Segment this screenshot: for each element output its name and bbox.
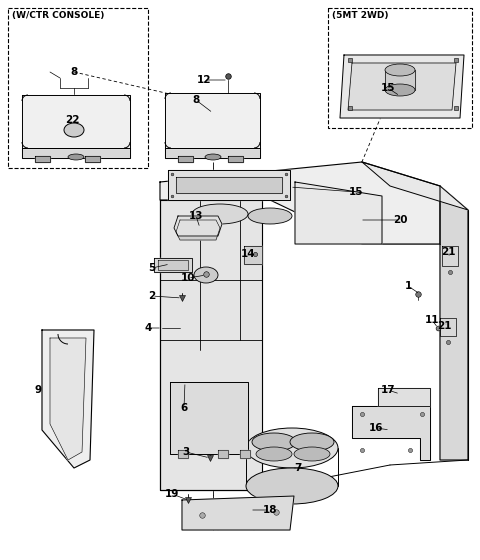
- Polygon shape: [440, 186, 468, 460]
- Text: (5MT 2WD): (5MT 2WD): [332, 11, 388, 20]
- Text: 14: 14: [240, 249, 255, 259]
- Polygon shape: [165, 148, 260, 158]
- Text: 22: 22: [65, 115, 79, 125]
- Text: 20: 20: [393, 215, 407, 225]
- Polygon shape: [42, 330, 94, 468]
- Ellipse shape: [385, 84, 415, 96]
- Ellipse shape: [68, 154, 84, 160]
- Bar: [8, 8, 148, 168]
- Polygon shape: [348, 63, 456, 110]
- Polygon shape: [85, 156, 100, 162]
- Polygon shape: [176, 220, 220, 240]
- Ellipse shape: [252, 433, 296, 451]
- Polygon shape: [228, 156, 243, 162]
- Polygon shape: [340, 55, 464, 118]
- Polygon shape: [22, 148, 130, 158]
- Polygon shape: [218, 450, 228, 458]
- Ellipse shape: [64, 123, 84, 137]
- Text: 2: 2: [148, 291, 156, 301]
- Bar: [328, 8, 472, 128]
- Text: 9: 9: [35, 385, 42, 395]
- Ellipse shape: [194, 267, 218, 283]
- Text: 21: 21: [441, 247, 455, 257]
- Text: 15: 15: [349, 187, 363, 197]
- Ellipse shape: [246, 468, 338, 504]
- Text: 7: 7: [294, 463, 302, 473]
- Text: 13: 13: [189, 211, 203, 221]
- Polygon shape: [35, 156, 50, 162]
- Text: 4: 4: [144, 323, 152, 333]
- Polygon shape: [240, 450, 250, 458]
- Polygon shape: [178, 450, 188, 458]
- Polygon shape: [174, 216, 222, 236]
- Ellipse shape: [192, 204, 248, 224]
- Polygon shape: [168, 170, 290, 200]
- Text: 5: 5: [148, 263, 156, 273]
- Text: 17: 17: [381, 385, 396, 395]
- Polygon shape: [244, 246, 262, 264]
- Text: 10: 10: [181, 273, 195, 283]
- Text: 8: 8: [192, 95, 200, 105]
- Polygon shape: [165, 93, 260, 148]
- Polygon shape: [352, 406, 430, 460]
- Text: 15: 15: [381, 83, 395, 93]
- Text: 12: 12: [197, 75, 211, 85]
- Text: 11: 11: [425, 315, 439, 325]
- Text: 1: 1: [404, 281, 412, 291]
- Text: 6: 6: [180, 403, 188, 413]
- Polygon shape: [22, 95, 130, 148]
- Polygon shape: [160, 162, 440, 244]
- Polygon shape: [362, 162, 468, 210]
- Polygon shape: [378, 388, 430, 406]
- Text: (W/CTR CONSOLE): (W/CTR CONSOLE): [12, 11, 104, 20]
- Polygon shape: [160, 200, 262, 490]
- Polygon shape: [158, 260, 188, 270]
- Polygon shape: [385, 70, 415, 90]
- Text: 21: 21: [437, 321, 451, 331]
- Polygon shape: [170, 382, 248, 454]
- Text: 16: 16: [369, 423, 383, 433]
- Ellipse shape: [290, 433, 334, 451]
- Text: 3: 3: [182, 447, 190, 457]
- Ellipse shape: [256, 447, 292, 461]
- Ellipse shape: [246, 428, 338, 468]
- Text: 8: 8: [71, 67, 78, 77]
- Polygon shape: [176, 177, 282, 193]
- Polygon shape: [295, 182, 382, 244]
- Ellipse shape: [385, 64, 415, 76]
- Text: 19: 19: [165, 489, 179, 499]
- Polygon shape: [50, 338, 86, 460]
- Text: 18: 18: [263, 505, 277, 515]
- Polygon shape: [178, 156, 193, 162]
- Ellipse shape: [294, 447, 330, 461]
- Polygon shape: [182, 496, 294, 530]
- Polygon shape: [154, 258, 192, 272]
- Ellipse shape: [205, 154, 221, 160]
- Ellipse shape: [248, 208, 292, 224]
